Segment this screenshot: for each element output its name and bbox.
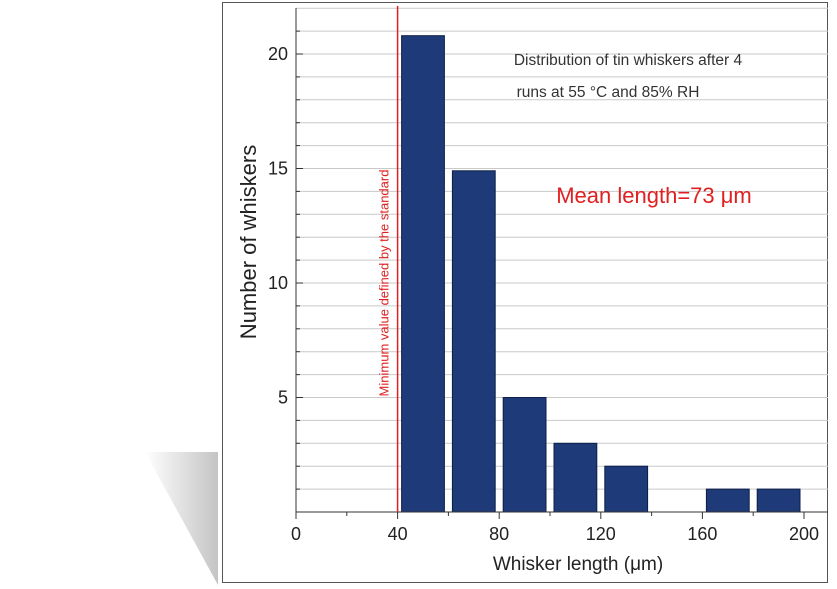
minimum-value-label: Minimum value defined by the standard [377,170,392,397]
x-tick-labels: 0 40 80 120 160 200 [291,524,819,544]
x-tick-label: 200 [789,524,819,544]
y-tick-label: 5 [278,388,288,408]
gridlines [296,7,828,490]
y-tick-label: 20 [268,44,288,64]
x-tick-label: 120 [586,524,616,544]
note-line-1: Distribution of tin whiskers after 4 [514,52,743,69]
y-tick-label: 10 [268,273,288,293]
mean-length-annotation: Mean length=73 μm [556,183,752,208]
bar [553,442,598,513]
bar [756,488,801,513]
x-axis-label: Whisker length (μm) [493,554,663,575]
bar [401,35,445,513]
bar [705,488,750,513]
tick-marks [295,30,805,519]
y-tick-label: 15 [268,159,288,179]
bars [401,35,801,513]
bar [451,170,496,513]
x-tick-label: 0 [291,524,301,544]
x-tick-label: 160 [687,524,717,544]
x-tick-label: 40 [388,524,408,544]
y-axis-label: Number of whiskers [236,145,261,339]
y-tick-labels: 5 10 15 20 [268,44,288,408]
bar [502,397,547,513]
bar [604,465,649,513]
note-line-2: runs at 55 °C and 85% RH [517,84,700,101]
x-tick-label: 80 [489,524,509,544]
